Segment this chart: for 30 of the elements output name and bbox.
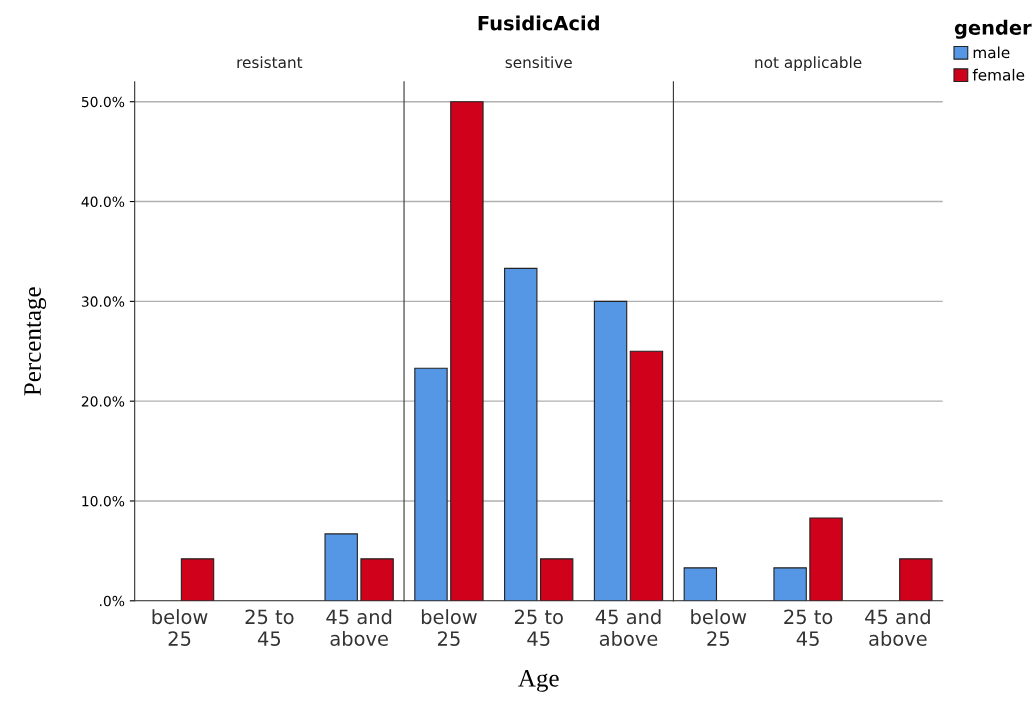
bar [504,267,538,601]
x-tick-label: 25 to 45 [245,609,294,646]
y-tick-label: 30.0% [81,296,125,307]
y-tick-label: 10.0% [82,495,125,507]
x-tick-label: 45 and above [865,609,930,646]
x-tick-label: below 25 [691,609,747,646]
x-tick-label: below 25 [421,609,477,646]
y-tick-label: .0% [99,595,125,607]
chart-title: sensitive [505,56,572,69]
x-tick-label: 25 to 45 [784,609,833,646]
bar [593,300,628,601]
bar [629,350,664,601]
x-tick-label: 25 to 45 [514,609,563,646]
chart-title: resistant [237,56,303,69]
bar [414,367,448,601]
x-axis-title: Age [518,669,559,692]
y-tick-label: 50.0% [81,96,125,108]
y-axis-title: Percentage [24,287,47,396]
legend-label: female [972,68,1025,81]
bar [450,101,484,601]
legend-title: gender [954,19,1032,39]
y-tick-label: 20.0% [81,396,125,407]
x-tick-label: below 25 [152,609,208,646]
bar [539,558,574,601]
y-tick-label: 40.0% [81,196,125,208]
legend-label: male [973,46,1010,59]
x-tick-label: 45 and above [326,609,392,646]
x-tick-label: 45 and above [595,609,661,646]
chart-title: not applicable [755,56,862,72]
text: FusidicAcid [478,15,599,31]
